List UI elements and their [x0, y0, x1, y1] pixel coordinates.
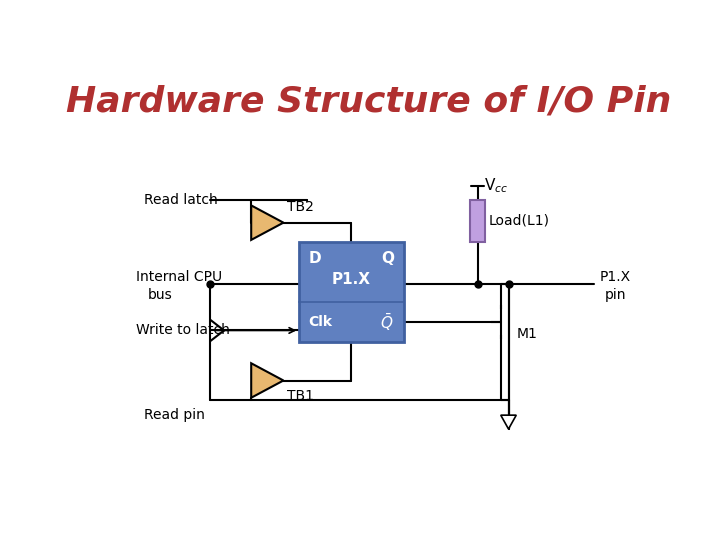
Text: D: D [309, 251, 321, 266]
Text: Internal CPU: Internal CPU [137, 269, 222, 284]
Bar [469, 200, 485, 242]
Text: TB2: TB2 [287, 200, 314, 214]
Polygon shape [500, 415, 516, 429]
Text: TB1: TB1 [287, 389, 315, 403]
Text: Q: Q [382, 251, 395, 266]
Text: pin: pin [605, 288, 626, 302]
Polygon shape [251, 363, 284, 398]
Text: P1.X: P1.X [600, 269, 631, 284]
Text: V$_{cc}$: V$_{cc}$ [484, 177, 508, 195]
Text: bus: bus [148, 288, 173, 302]
Text: Read pin: Read pin [144, 408, 205, 422]
Text: $\bar{Q}$: $\bar{Q}$ [379, 312, 393, 333]
Text: Clk: Clk [309, 315, 333, 329]
Bar [300, 242, 404, 342]
Polygon shape [251, 205, 284, 240]
Text: Hardware Structure of I/O Pin: Hardware Structure of I/O Pin [66, 85, 672, 119]
Text: M1: M1 [516, 327, 537, 341]
Text: Load(L1): Load(L1) [489, 214, 550, 228]
Text: P1.X: P1.X [332, 273, 371, 287]
Text: Read latch: Read latch [144, 193, 218, 206]
Text: Write to latch: Write to latch [137, 323, 230, 338]
